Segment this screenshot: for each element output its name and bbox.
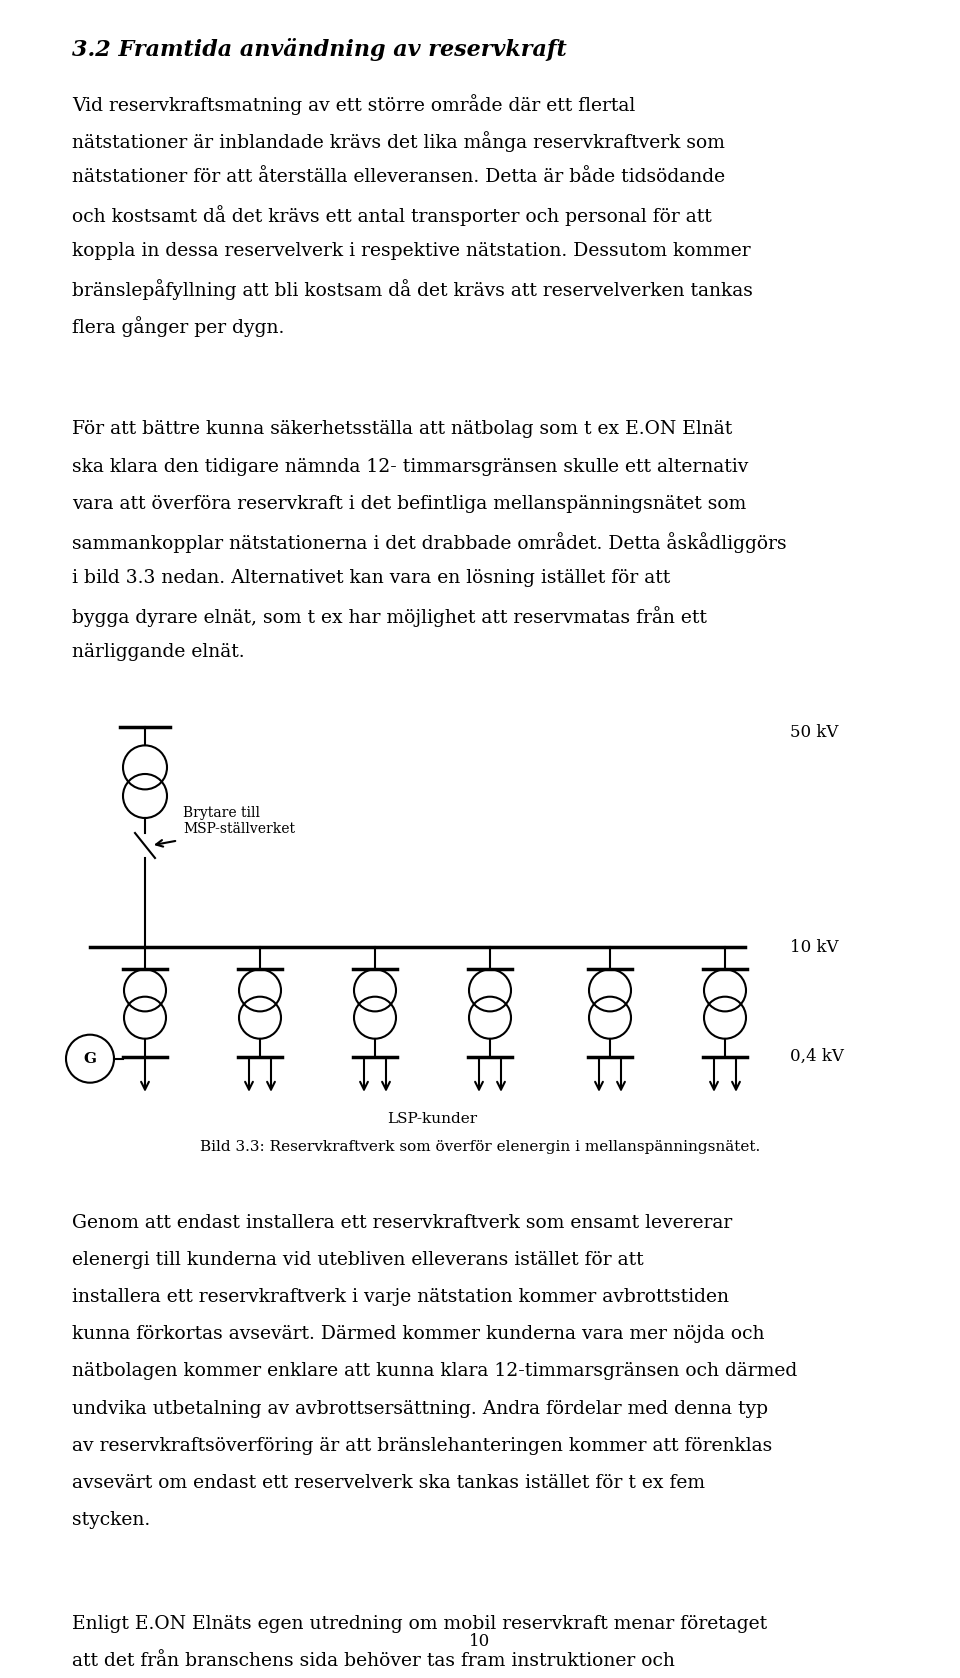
Text: att det från branschens sida behöver tas fram instruktioner och: att det från branschens sida behöver tas… bbox=[72, 1653, 675, 1670]
Text: 0,4 kV: 0,4 kV bbox=[790, 1049, 844, 1066]
Text: Bild 3.3: Reservkraftverk som överför elenergin i mellanspänningsnätet.: Bild 3.3: Reservkraftverk som överför el… bbox=[200, 1139, 760, 1154]
Text: LSP-kunder: LSP-kunder bbox=[388, 1113, 477, 1126]
Text: Brytare till: Brytare till bbox=[183, 805, 260, 821]
Text: 10 kV: 10 kV bbox=[790, 940, 838, 956]
Text: MSP-ställverket: MSP-ställverket bbox=[183, 822, 295, 836]
Text: avsevärt om endast ett reservelverk ska tankas istället för t ex fem: avsevärt om endast ett reservelverk ska … bbox=[72, 1473, 705, 1492]
Text: Vid reservkraftsmatning av ett större område där ett flertal: Vid reservkraftsmatning av ett större om… bbox=[72, 94, 636, 114]
Text: För att bättre kunna säkerhetsställa att nätbolag som t ex E.ON Elnät: För att bättre kunna säkerhetsställa att… bbox=[72, 421, 732, 438]
Text: koppla in dessa reservelverk i respektive nätstation. Dessutom kommer: koppla in dessa reservelverk i respektiv… bbox=[72, 242, 751, 260]
Text: 10: 10 bbox=[469, 1633, 491, 1649]
Text: flera gånger per dygn.: flera gånger per dygn. bbox=[72, 317, 284, 337]
Text: bränslepåfyllning att bli kostsam då det krävs att reservelverken tankas: bränslepåfyllning att bli kostsam då det… bbox=[72, 279, 753, 300]
Text: elenergi till kunderna vid utebliven elleverans istället för att: elenergi till kunderna vid utebliven ell… bbox=[72, 1252, 643, 1269]
Text: stycken.: stycken. bbox=[72, 1510, 151, 1529]
Text: nätstationer är inblandade krävs det lika många reservkraftverk som: nätstationer är inblandade krävs det lik… bbox=[72, 131, 725, 151]
Text: sammankopplar nätstationerna i det drabbade området. Detta åskådliggörs: sammankopplar nätstationerna i det drabb… bbox=[72, 532, 786, 552]
Text: nätstationer för att återställa elleveransen. Detta är både tidsödande: nätstationer för att återställa ellevera… bbox=[72, 168, 725, 186]
Text: närliggande elnät.: närliggande elnät. bbox=[72, 643, 245, 661]
Text: 50 kV: 50 kV bbox=[790, 723, 838, 742]
Text: av reservkraftsöverföring är att bränslehanteringen kommer att förenklas: av reservkraftsöverföring är att bränsle… bbox=[72, 1436, 772, 1455]
Text: Enligt E.ON Elnäts egen utredning om mobil reservkraft menar företaget: Enligt E.ON Elnäts egen utredning om mob… bbox=[72, 1614, 767, 1633]
Text: G: G bbox=[84, 1052, 97, 1066]
Text: nätbolagen kommer enklare att kunna klara 12-timmarsgränsen och därmed: nätbolagen kommer enklare att kunna klar… bbox=[72, 1363, 797, 1381]
Text: ska klara den tidigare nämnda 12- timmarsgränsen skulle ett alternativ: ska klara den tidigare nämnda 12- timmar… bbox=[72, 458, 749, 475]
Text: kunna förkortas avsevärt. Därmed kommer kunderna vara mer nöjda och: kunna förkortas avsevärt. Därmed kommer … bbox=[72, 1326, 764, 1344]
Text: bygga dyrare elnät, som t ex har möjlighet att reservmatas från ett: bygga dyrare elnät, som t ex har möjligh… bbox=[72, 606, 707, 628]
Text: undvika utbetalning av avbrottsersättning. Andra fördelar med denna typ: undvika utbetalning av avbrottsersättnin… bbox=[72, 1399, 768, 1418]
Text: i bild 3.3 nedan. Alternativet kan vara en lösning istället för att: i bild 3.3 nedan. Alternativet kan vara … bbox=[72, 569, 670, 587]
Text: installera ett reservkraftverk i varje nätstation kommer avbrottstiden: installera ett reservkraftverk i varje n… bbox=[72, 1289, 729, 1305]
Text: och kostsamt då det krävs ett antal transporter och personal för att: och kostsamt då det krävs ett antal tran… bbox=[72, 205, 711, 227]
Text: Genom att endast installera ett reservkraftverk som ensamt levererar: Genom att endast installera ett reservkr… bbox=[72, 1213, 732, 1232]
Text: 3.2 Framtida användning av reservkraft: 3.2 Framtida användning av reservkraft bbox=[72, 39, 566, 60]
Text: vara att överföra reservkraft i det befintliga mellanspänningsnätet som: vara att överföra reservkraft i det befi… bbox=[72, 495, 746, 513]
